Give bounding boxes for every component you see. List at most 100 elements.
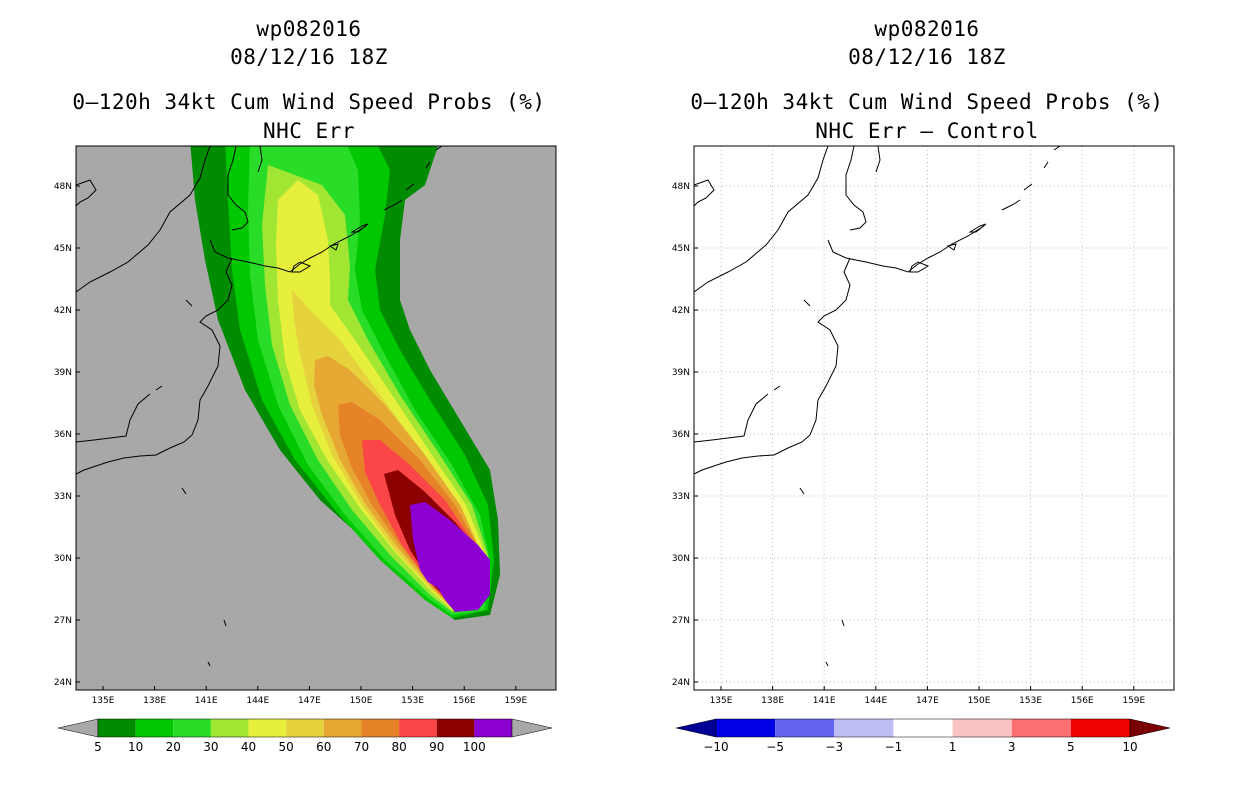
right-map: 135E 138E 141E 144E 147E 150E 153E 156E 159E 48N… — [672, 145, 1175, 754]
left-colorbar-over — [511, 718, 553, 738]
left-colorbar-label: 10 — [128, 740, 143, 754]
right-lat-label: 27N — [672, 616, 690, 626]
right-lat-label: 42N — [672, 306, 690, 316]
left-colorbar-under — [57, 718, 99, 738]
left-lat-label: 36N — [54, 430, 72, 440]
right-lat-label: 33N — [672, 492, 690, 502]
left-colorbar: 5 10 20 30 40 50 60 70 80 90 100 — [57, 718, 553, 754]
left-colorbar-label: 5 — [94, 740, 102, 754]
right-lat-label: 36N — [672, 430, 690, 440]
right-lat-label: 39N — [672, 368, 690, 378]
left-colorbar-label: 30 — [203, 740, 218, 754]
left-lat-label: 48N — [54, 182, 72, 192]
left-colorbar-swatch — [323, 719, 362, 737]
left-colorbar-label: 70 — [354, 740, 369, 754]
right-lon-label: 150E — [968, 696, 991, 706]
left-colorbar-swatch — [98, 719, 136, 737]
left-colorbar-label: 40 — [241, 740, 256, 754]
left-lon-label: 159E — [504, 696, 527, 706]
left-lon-label: 153E — [401, 696, 424, 706]
right-colorbar-swatch — [775, 719, 835, 737]
right-colorbar-over — [1129, 718, 1171, 738]
right-colorbar-swatch — [1070, 719, 1130, 737]
left-lat-label: 45N — [54, 244, 72, 254]
right-colorbar-swatch — [834, 719, 894, 737]
right-lat-ticks: 48N 45N 42N 39N 36N 33N 30N 27N 24N — [672, 182, 698, 688]
right-colorbar: −10 −5 −3 −1 1 3 5 10 — [675, 718, 1171, 754]
right-lat-label: 30N — [672, 554, 690, 564]
left-colorbar-label: 80 — [391, 740, 406, 754]
left-colorbar-swatch — [474, 719, 512, 737]
right-lon-label: 138E — [761, 696, 784, 706]
right-colorbar-label: 3 — [1008, 740, 1016, 754]
left-colorbar-swatch — [436, 719, 475, 737]
left-colorbar-swatch — [173, 719, 211, 737]
right-colorbar-under — [675, 718, 717, 738]
right-lon-label: 156E — [1071, 696, 1094, 706]
left-datetime: 08/12/16 18Z — [230, 45, 388, 69]
right-title: 0–120h 34kt Cum Wind Speed Probs (%) — [690, 90, 1164, 114]
left-lat-ticks: 48N 45N 42N 39N 36N 33N 30N 27N 24N — [54, 182, 80, 688]
right-colorbar-swatch — [716, 719, 776, 737]
left-colorbar-label: 60 — [316, 740, 331, 754]
right-map-background — [694, 146, 1174, 690]
right-lon-label: 159E — [1122, 696, 1145, 706]
right-panel: wp082016 08/12/16 18Z 0–120h 34kt Cum Wi… — [618, 0, 1236, 800]
left-lon-label: 147E — [298, 696, 321, 706]
right-colorbar-swatch — [1011, 719, 1071, 737]
left-lon-label: 144E — [246, 696, 269, 706]
left-coastlines — [76, 146, 443, 667]
left-lat-label: 27N — [54, 616, 72, 626]
right-colorbar-label: −10 — [703, 740, 728, 754]
probability-contours — [190, 146, 500, 620]
right-coastlines — [694, 146, 1061, 667]
left-colorbar-swatch — [210, 719, 249, 737]
left-lon-label: 138E — [143, 696, 166, 706]
left-title: 0–120h 34kt Cum Wind Speed Probs (%) — [72, 90, 546, 114]
left-lon-label: 150E — [350, 696, 373, 706]
right-lon-label: 141E — [813, 696, 836, 706]
right-lon-ticks: 135E 138E 141E 144E 147E 150E 153E 156E 159E — [710, 686, 1146, 706]
right-map-frame — [693, 145, 1175, 691]
left-colorbar-swatch — [135, 719, 174, 737]
left-colorbar-swatch — [399, 719, 437, 737]
right-storm-id: wp082016 — [874, 17, 980, 41]
left-colorbar-swatch — [361, 719, 400, 737]
left-lon-label: 141E — [195, 696, 218, 706]
left-colorbar-label: 100 — [463, 740, 486, 754]
left-colorbar-swatch — [286, 719, 324, 737]
right-colorbar-label: −3 — [825, 740, 843, 754]
left-lat-label: 24N — [54, 678, 72, 688]
left-colorbar-swatch — [248, 719, 287, 737]
contour-100 — [410, 502, 490, 612]
right-colorbar-label: −5 — [766, 740, 784, 754]
right-lon-label: 153E — [1019, 696, 1042, 706]
right-colorbar-label: 5 — [1067, 740, 1075, 754]
right-gridlines — [694, 146, 1174, 690]
right-colorbar-label: −1 — [885, 740, 903, 754]
left-storm-id: wp082016 — [256, 17, 362, 41]
right-lat-label: 48N — [672, 182, 690, 192]
right-colorbar-label: 1 — [949, 740, 957, 754]
right-datetime: 08/12/16 18Z — [848, 45, 1006, 69]
left-map: 135E 138E 141E 144E 147E 150E 153E 156E 159E 48N… — [54, 145, 557, 754]
left-lat-label: 33N — [54, 492, 72, 502]
left-lat-label: 39N — [54, 368, 72, 378]
right-lat-label: 45N — [672, 244, 690, 254]
left-lon-label: 156E — [453, 696, 476, 706]
left-lon-ticks: 135E 138E 141E 144E 147E 150E 153E 156E 159E — [92, 686, 528, 706]
right-colorbar-swatch — [893, 719, 953, 737]
left-colorbar-label: 90 — [429, 740, 444, 754]
right-lat-label: 24N — [672, 678, 690, 688]
left-lat-label: 30N — [54, 554, 72, 564]
right-lon-label: 147E — [916, 696, 939, 706]
right-subtitle: NHC Err – Control — [815, 119, 1039, 143]
right-colorbar-swatch — [952, 719, 1012, 737]
left-map-frame — [75, 145, 557, 691]
left-panel: wp082016 08/12/16 18Z 0–120h 34kt Cum Wi… — [54, 17, 557, 754]
left-lon-label: 135E — [92, 696, 115, 706]
left-lat-label: 42N — [54, 306, 72, 316]
left-colorbar-label: 20 — [166, 740, 181, 754]
left-colorbar-label: 50 — [279, 740, 294, 754]
right-lon-label: 144E — [864, 696, 887, 706]
